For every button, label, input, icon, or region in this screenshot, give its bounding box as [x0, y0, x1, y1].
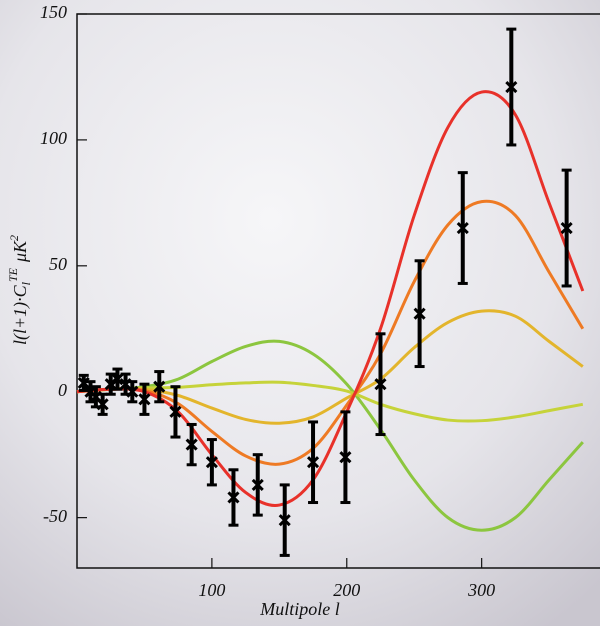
- y-tick-label: 100: [40, 128, 67, 148]
- x-axis-label: Multipole l: [259, 599, 340, 619]
- y-label-unit-sup: 2: [7, 235, 21, 241]
- y-tick-label: 50: [49, 254, 67, 274]
- y-tick-label: -50: [43, 506, 67, 526]
- page: Multipole l l(l+1)·ClTEμK2 -500501001501…: [0, 0, 600, 626]
- y-tick-label: 0: [58, 380, 67, 400]
- x-tick-label: 200: [333, 580, 360, 600]
- chart: Multipole l l(l+1)·ClTEμK2 -500501001501…: [0, 0, 600, 626]
- x-tick-label: 100: [198, 580, 225, 600]
- y-axis-label: l(l+1)·ClTEμK2: [6, 235, 33, 345]
- y-tick-label: 150: [40, 2, 67, 22]
- y-label-unit: μK: [10, 240, 30, 263]
- y-label-sup: TE: [6, 267, 20, 282]
- y-label-main: l(l+1)·C: [10, 284, 31, 345]
- x-tick-label: 300: [467, 580, 495, 600]
